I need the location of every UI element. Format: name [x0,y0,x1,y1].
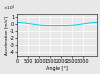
X-axis label: Angle [°]: Angle [°] [46,66,68,71]
Text: $\times 10^4$: $\times 10^4$ [3,4,16,13]
Y-axis label: Acceleration [m/s²]: Acceleration [m/s²] [4,15,8,55]
